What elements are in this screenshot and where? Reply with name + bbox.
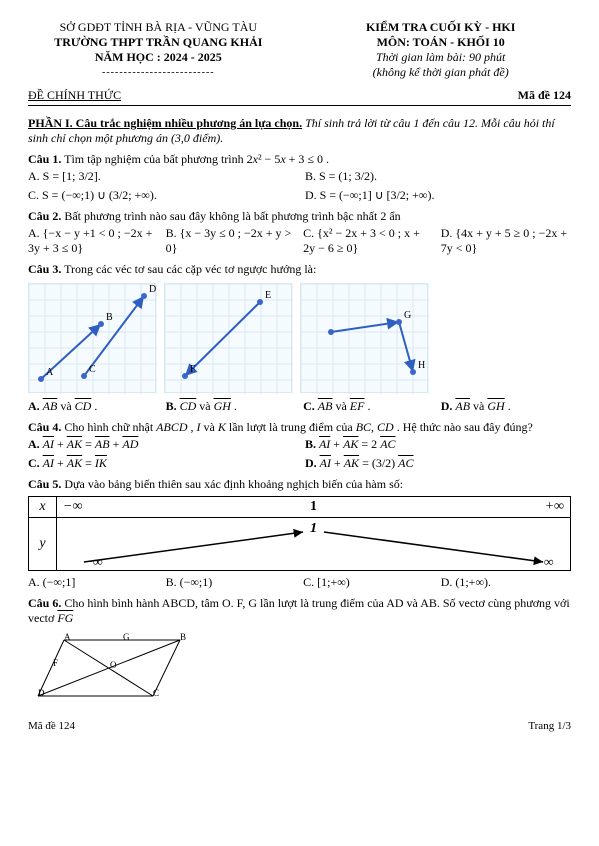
cau2-opts: A. {−x − y +1 < 0 ; −2x + 3y + 3 ≤ 0} B.… <box>28 226 571 256</box>
cau2-stem: Câu 2. Bất phương trình nào sau đây khôn… <box>28 209 571 224</box>
cau3-A: A. AB và CD . <box>28 399 158 414</box>
cau5-text: Dựa vào bảng biến thiên sau xác định kho… <box>64 477 403 491</box>
bbt-x-right: +∞ <box>545 499 564 515</box>
cau4-B: B. AI + AK = 2 AC <box>305 437 571 452</box>
svg-text:D: D <box>38 688 45 698</box>
cau2-C: C. {x² − 2x + 3 < 0 ; x + 2y − 6 ≥ 0} <box>303 226 433 256</box>
svg-text:E: E <box>265 290 271 301</box>
footer-right: Trang 1/3 <box>528 720 571 732</box>
header-right-line1: KIỂM TRA CUỐI KỲ - HKI <box>310 20 571 35</box>
svg-text:G: G <box>123 632 130 642</box>
cau3-panels: ABCDEFGH <box>28 283 571 393</box>
cau5-A: A. (−∞;1] <box>28 575 158 590</box>
cau3-stem: Câu 3. Trong các véc tơ sau các cặp véc … <box>28 262 571 277</box>
svg-text:B: B <box>106 312 113 323</box>
bbt-x-row: −∞ 1 +∞ <box>57 497 571 518</box>
bbt-y-row: 1 −∞ −∞ <box>57 518 571 571</box>
svg-text:G: G <box>404 310 411 321</box>
cau4-text: Cho hình chữ nhật ABCD , I và K lần lượt… <box>64 420 533 434</box>
cau5-C: C. [1;+∞) <box>303 575 433 590</box>
svg-text:A: A <box>46 367 54 378</box>
cau4-A: A. AI + AK = AB + AD <box>28 437 294 452</box>
cau3-opts: A. AB và CD . B. CD và GH . C. AB và EF … <box>28 399 571 414</box>
phan1-title-row: PHẦN I. Câu trắc nghiệm nhiều phương án … <box>28 116 571 146</box>
cau5-stem: Câu 5. Dựa vào bảng biến thiên sau xác đ… <box>28 477 571 492</box>
cau2-A: A. {−x − y +1 < 0 ; −2x + 3y + 3 ≤ 0} <box>28 226 158 256</box>
svg-text:C: C <box>89 364 96 375</box>
cau3-C: C. AB và EF . <box>303 399 433 414</box>
cau3-panel-2: GH <box>300 283 428 393</box>
bbt-arrows-svg: 1 −∞ −∞ <box>63 520 564 568</box>
title-row: ĐỀ CHÍNH THỨC Mã đề 124 <box>28 88 571 106</box>
ma-de: Mã đề 124 <box>518 88 571 103</box>
cau5-D: D. (1;+∞). <box>441 575 571 590</box>
page-header: SỞ GDĐT TỈNH BÀ RỊA - VŨNG TÀU TRƯỜNG TH… <box>28 20 571 86</box>
header-left-line1: SỞ GDĐT TỈNH BÀ RỊA - VŨNG TÀU <box>28 20 289 35</box>
cau3-D: D. AB và GH . <box>441 399 571 414</box>
bbt-x-label: x <box>29 497 57 518</box>
cau5-bbt: x −∞ 1 +∞ y 1 −∞ −∞ <box>28 496 571 571</box>
cau6-text: Cho hình bình hành ABCD, tâm O. F, G lần… <box>28 596 570 625</box>
header-right-line2: MÔN: TOÁN - KHỐI 10 <box>310 35 571 50</box>
svg-text:A: A <box>64 632 71 642</box>
cau1-D: D. S = (−∞;1] ∪ [3/2; +∞). <box>305 188 571 203</box>
cau3-text: Trong các véc tơ sau các cặp véc tơ ngượ… <box>64 262 316 276</box>
cau1-opts-row2: C. S = (−∞;1) ∪ (3/2; +∞). D. S = (−∞;1]… <box>28 188 571 203</box>
svg-text:C: C <box>153 688 159 698</box>
svg-text:O: O <box>110 660 117 670</box>
cau5-B: B. (−∞;1) <box>166 575 296 590</box>
cau1-B: B. S = (1; 3/2). <box>305 169 571 184</box>
header-right-line4: (không kể thời gian phát đề) <box>310 65 571 80</box>
cau1-A: A. S = [1; 3/2]. <box>28 169 294 184</box>
header-left: SỞ GDĐT TỈNH BÀ RỊA - VŨNG TÀU TRƯỜNG TH… <box>28 20 289 86</box>
cau6-diagram: A B C D O F G <box>28 628 571 708</box>
svg-text:B: B <box>180 632 186 642</box>
cau3-panel-1: EF <box>164 283 292 393</box>
bbt-y-right: −∞ <box>535 554 554 568</box>
bbt-x-left: −∞ <box>63 499 82 515</box>
cau2-text: Bất phương trình nào sau đây không là bấ… <box>64 209 400 223</box>
bbt-y-left: −∞ <box>84 554 103 568</box>
cau2-B: B. {x − 3y ≤ 0 ; −2x + y > 0} <box>166 226 296 256</box>
svg-text:D: D <box>149 284 156 295</box>
footer: Mã đề 124 Trang 1/3 <box>28 720 571 732</box>
cau4-stem: Câu 4. Cho hình chữ nhật ABCD , I và K l… <box>28 420 571 435</box>
cau4-D: D. AI + AK = (3/2) AC <box>305 456 571 471</box>
phan1-title: PHẦN I. Câu trắc nghiệm nhiều phương án … <box>28 116 302 130</box>
dash-line: -------------------------- <box>28 67 289 78</box>
cau4-opts-row1: A. AI + AK = AB + AD B. AI + AK = 2 AC <box>28 437 571 452</box>
header-right-line3: Thời gian làm bài: 90 phút <box>310 50 571 65</box>
header-left-line2: TRƯỜNG THPT TRẦN QUANG KHẢI <box>28 35 289 50</box>
cau1-stem: Câu 1. Tìm tập nghiệm của bất phương trì… <box>28 152 571 167</box>
cau1-text: Tìm tập nghiệm của bất phương trình 2x² … <box>64 152 329 166</box>
cau5-opts: A. (−∞;1] B. (−∞;1) C. [1;+∞) D. (1;+∞). <box>28 575 571 590</box>
cau3-B: B. CD và GH . <box>166 399 296 414</box>
header-left-line3: NĂM HỌC : 2024 - 2025 <box>28 50 289 65</box>
bbt-peak: 1 <box>310 520 317 536</box>
cau4-opts-row2: C. AI + AK = IK D. AI + AK = (3/2) AC <box>28 456 571 471</box>
cau3-panel-0: A B C D <box>28 283 156 393</box>
de-chinh-thuc: ĐỀ CHÍNH THỨC <box>28 88 121 103</box>
cau6-stem: Câu 6. Cho hình bình hành ABCD, tâm O. F… <box>28 596 571 626</box>
header-right: KIỂM TRA CUỐI KỲ - HKI MÔN: TOÁN - KHỐI … <box>310 20 571 86</box>
bbt-x-mid: 1 <box>310 499 317 515</box>
footer-left: Mã đề 124 <box>28 720 75 732</box>
cau2-D: D. {4x + y + 5 ≥ 0 ; −2x + 7y < 0} <box>441 226 571 256</box>
svg-text:F: F <box>190 364 196 375</box>
cau4-C: C. AI + AK = IK <box>28 456 294 471</box>
svg-text:H: H <box>418 360 425 371</box>
cau1-C: C. S = (−∞;1) ∪ (3/2; +∞). <box>28 188 294 203</box>
cau1-opts-row1: A. S = [1; 3/2]. B. S = (1; 3/2). <box>28 169 571 184</box>
svg-text:F: F <box>53 658 58 668</box>
bbt-y-label: y <box>29 518 57 571</box>
